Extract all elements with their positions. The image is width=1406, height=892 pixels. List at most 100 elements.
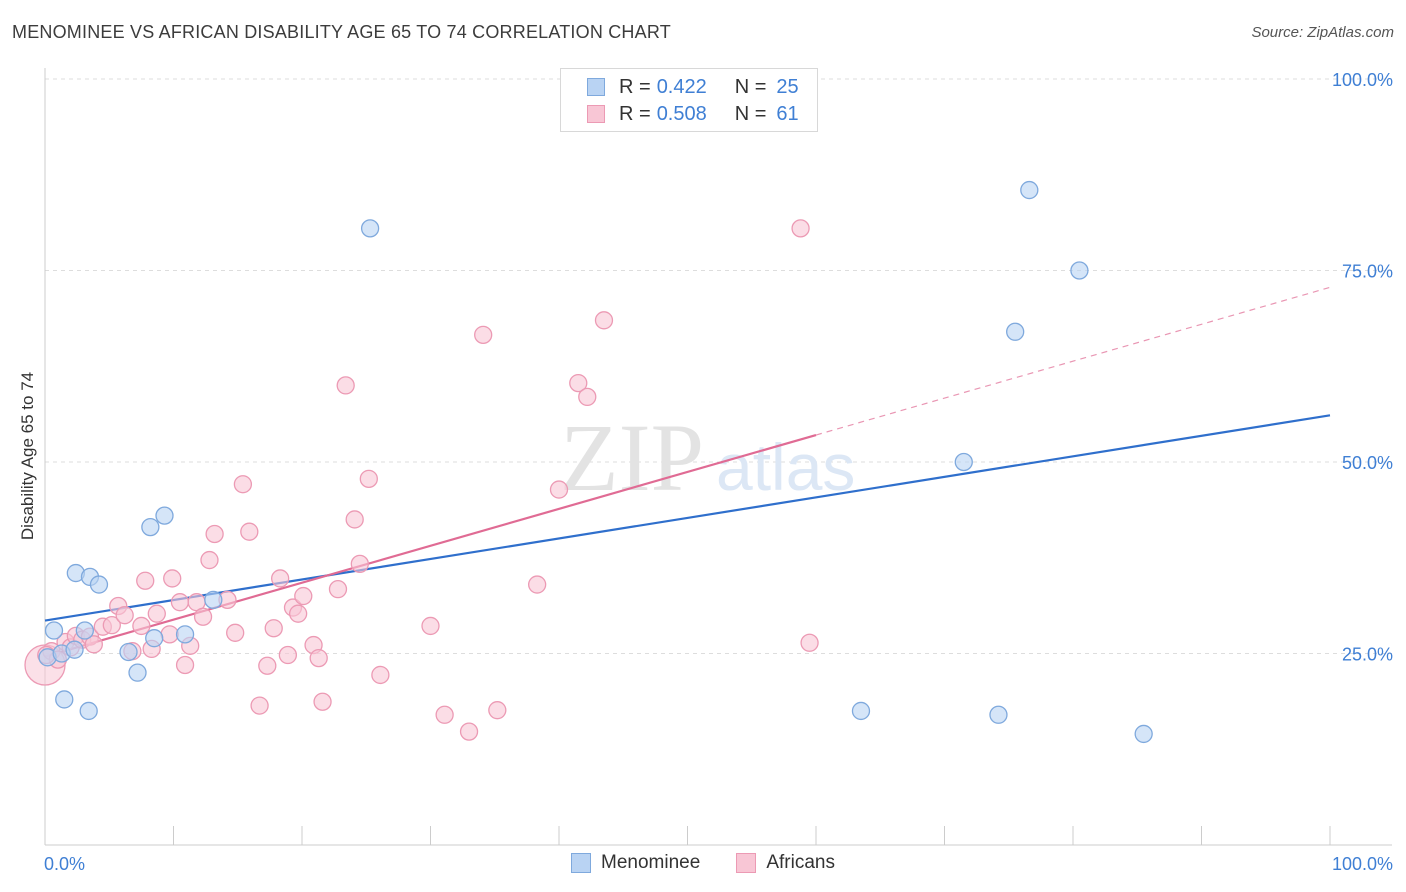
data-point-africans	[175, 655, 195, 675]
data-point-menominee	[175, 625, 195, 644]
series-label-africans: Africans	[766, 852, 835, 873]
series-swatch-pink	[736, 853, 757, 873]
grid-layer	[45, 78, 1392, 654]
stats-legend: R = 0.422 N = 25 R = 0.508 N = 61	[560, 68, 818, 132]
y-tick-label: 50.0%	[1342, 453, 1393, 473]
series-legend-menominee[interactable]: Menominee	[571, 852, 700, 874]
data-point-africans	[800, 633, 819, 652]
legend-n-label: N =	[734, 102, 767, 125]
series-legend-africans[interactable]: Africans	[736, 852, 835, 874]
axis-layer	[44, 68, 1392, 846]
data-point-menominee	[65, 640, 84, 659]
data-point-menominee	[141, 517, 160, 537]
point-layer	[24, 180, 1153, 744]
legend-swatch-pink	[587, 105, 605, 123]
trend-line-africans	[44, 433, 817, 658]
data-point-africans	[421, 616, 440, 636]
series-label-menominee: Menominee	[601, 852, 701, 873]
series-legend: Menominee Africans	[0, 852, 1406, 874]
data-point-africans	[371, 665, 390, 685]
data-point-africans	[271, 569, 290, 588]
data-point-menominee	[204, 590, 223, 610]
data-point-africans	[132, 616, 151, 636]
legend-swatch-blue	[587, 78, 605, 96]
data-point-menominee	[155, 506, 174, 525]
data-point-africans	[328, 580, 348, 599]
x-tick-label: 100.0%	[1332, 854, 1393, 874]
data-point-menominee	[119, 642, 138, 662]
y-tick-label: 100.0%	[1332, 70, 1393, 90]
legend-r-label: R =	[619, 102, 651, 125]
legend-n-label: N =	[734, 75, 767, 98]
data-point-africans	[350, 554, 369, 574]
legend-n-value: 25	[776, 75, 799, 98]
data-point-africans	[474, 325, 493, 344]
label-layer: 25.0% 50.0% 75.0% 100.0% 0.0% 100.0%	[44, 70, 1393, 874]
data-point-menominee	[44, 621, 64, 640]
legend-n-value: 61	[776, 102, 799, 125]
data-point-africans	[258, 656, 277, 675]
data-point-africans	[160, 625, 179, 644]
y-tick-label: 25.0%	[1342, 645, 1393, 665]
data-point-africans	[488, 701, 507, 720]
trend-extension-africans	[815, 286, 1331, 436]
x-tick-label: 0.0%	[44, 854, 85, 874]
data-point-africans	[336, 376, 355, 395]
data-point-africans	[528, 575, 547, 594]
data-point-africans	[791, 219, 810, 238]
data-point-africans	[264, 619, 283, 638]
source-label: Source: ZipAtlas.com	[1251, 24, 1394, 41]
data-point-africans	[309, 648, 328, 668]
data-point-menominee	[1134, 724, 1153, 744]
data-point-africans	[193, 607, 213, 626]
data-point-africans	[102, 616, 121, 635]
data-point-africans	[205, 524, 224, 544]
watermark-atlas: atlas	[716, 430, 855, 504]
trend-layer	[44, 286, 1331, 658]
data-point-africans	[288, 604, 308, 623]
data-point-africans	[435, 705, 454, 724]
data-point-africans	[136, 571, 155, 590]
data-point-menominee	[128, 663, 147, 682]
data-point-menominee	[55, 690, 74, 709]
data-point-africans	[594, 311, 614, 330]
data-point-africans	[345, 510, 364, 529]
data-point-menominee	[75, 621, 94, 640]
data-point-africans	[233, 475, 253, 494]
legend-row-africans: R = 0.508 N = 61	[587, 103, 812, 125]
legend-r-value: 0.422	[656, 75, 707, 98]
y-axis-label: Disability Age 65 to 74	[18, 372, 37, 540]
legend-r-value: 0.508	[656, 102, 707, 125]
data-point-africans	[226, 623, 245, 642]
data-point-africans	[163, 569, 182, 588]
series-swatch-blue	[571, 853, 592, 873]
data-point-menominee	[1020, 180, 1039, 200]
data-point-menominee	[145, 629, 164, 648]
data-point-menominee	[1070, 261, 1089, 280]
data-point-menominee	[89, 575, 109, 594]
data-point-africans	[578, 387, 597, 407]
data-point-menominee	[360, 219, 380, 238]
data-point-africans	[147, 604, 166, 623]
data-point-menominee	[851, 701, 871, 721]
data-point-africans	[200, 550, 219, 570]
data-point-africans	[240, 522, 259, 541]
trend-line-menominee	[44, 414, 1331, 622]
data-point-africans	[359, 469, 378, 489]
data-point-africans	[459, 722, 479, 741]
data-point-africans	[115, 606, 134, 625]
data-point-africans	[250, 696, 269, 715]
data-point-menominee	[1006, 322, 1025, 341]
data-point-menominee	[989, 705, 1008, 724]
watermark: ZIP atlas	[560, 404, 855, 511]
data-point-africans	[549, 480, 569, 499]
watermark-zip: ZIP	[560, 404, 704, 511]
data-point-africans	[294, 586, 313, 606]
data-point-africans	[278, 645, 298, 665]
data-point-africans	[170, 593, 190, 612]
data-point-africans	[569, 373, 588, 393]
legend-row-menominee: R = 0.422 N = 25	[587, 76, 812, 98]
data-point-menominee	[79, 701, 98, 721]
y-tick-label: 75.0%	[1342, 262, 1393, 282]
